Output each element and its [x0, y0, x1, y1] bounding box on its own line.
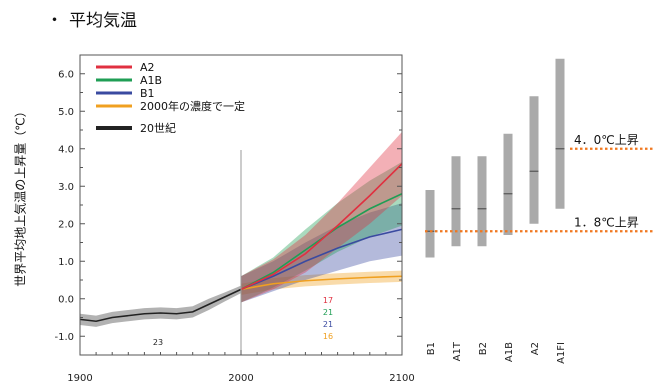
legend-label: B1 [140, 87, 155, 100]
x-tick-label: 2100 [389, 373, 414, 384]
scenario-label: B1 [426, 342, 437, 355]
legend-label: A1B [140, 74, 162, 87]
y-tick-label: 0.0 [58, 294, 74, 305]
scenario-range-bar [451, 156, 461, 247]
series-band [80, 285, 241, 327]
y-tick-label: 3.0 [58, 182, 74, 193]
threshold-label: 4．0℃上昇 [574, 133, 639, 147]
legend-label: 20世紀 [140, 122, 176, 135]
y-tick-label: 6.0 [58, 69, 74, 80]
scenario-label: A1T [452, 341, 463, 361]
y-tick-label: 1.0 [58, 257, 74, 268]
scenario-range-bar [555, 58, 565, 209]
model-count-label: 23 [153, 338, 163, 347]
series-line [240, 275, 403, 291]
page-title-text: 平均気温 [69, 11, 137, 31]
series-band [241, 270, 402, 295]
series-band [241, 203, 402, 303]
scenario-label: A2 [530, 342, 541, 355]
bullet-icon: ・ [46, 11, 63, 31]
series-line [240, 163, 403, 291]
scenario-range-bar [529, 96, 539, 224]
series-line [240, 228, 403, 291]
series-band [241, 131, 402, 303]
model-count-label: 17 [323, 296, 333, 305]
x-tick-label: 2000 [228, 373, 253, 384]
x-tick-label: 1900 [67, 373, 92, 384]
scenario-range-bar [503, 133, 513, 235]
scenario-range-bar [477, 156, 487, 247]
model-count-label: 16 [323, 332, 333, 341]
threshold-label: 1．8℃上昇 [574, 215, 639, 229]
y-tick-label: 4.0 [58, 144, 74, 155]
scenario-label: B2 [478, 342, 489, 355]
scenario-label: A1B [504, 342, 515, 362]
y-tick-label: 5.0 [58, 107, 74, 118]
scenario-range-bar [425, 190, 435, 258]
page-title: ・平均気温 [46, 6, 137, 31]
y-tick-label: 2.0 [58, 219, 74, 230]
model-count-label: 21 [323, 308, 333, 317]
model-count-label: 21 [323, 320, 333, 329]
legend-label: A2 [140, 61, 155, 74]
legend-label: 2000年の濃度で一定 [140, 99, 245, 113]
series-line [79, 288, 242, 323]
scenario-label: A1FI [556, 342, 567, 364]
y-tick-label: -1.0 [54, 332, 74, 343]
